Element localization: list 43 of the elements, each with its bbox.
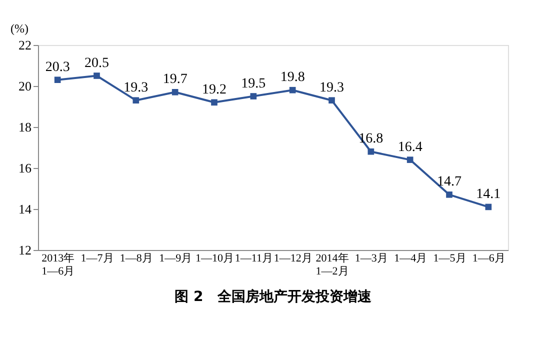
data-label: 19.3 bbox=[124, 80, 148, 96]
y-tick-label: 20 bbox=[18, 78, 32, 94]
point bbox=[211, 99, 218, 106]
x-tick-label: 1—9月 bbox=[159, 252, 192, 264]
x-tick-label: 1—10月 bbox=[196, 252, 234, 264]
x-tick-label: 1—12月 bbox=[274, 252, 312, 264]
text: 图 2 全国房地产开发投资增速 bbox=[174, 288, 372, 305]
point bbox=[328, 97, 335, 104]
x-tick-label: 1—4月 bbox=[394, 252, 428, 264]
data-label: 19.3 bbox=[320, 80, 344, 96]
x-tick-label: 1—8月 bbox=[120, 252, 153, 264]
x-tick-label: 1—6月 bbox=[472, 252, 506, 264]
x-tick-label: 1—3月 bbox=[354, 252, 388, 264]
point bbox=[250, 93, 257, 100]
point bbox=[94, 72, 100, 79]
data-label: 19.7 bbox=[162, 72, 188, 88]
point bbox=[132, 97, 140, 104]
data-label: 20.5 bbox=[84, 56, 109, 71]
y-tick-label: 18 bbox=[18, 120, 32, 134]
point bbox=[406, 156, 414, 163]
point bbox=[368, 148, 374, 155]
y-tick-label: 12 bbox=[18, 242, 32, 258]
data-label: 20.3 bbox=[45, 60, 70, 75]
x-tick-label: 2013年 1—6月 bbox=[42, 252, 75, 278]
x-tick-label: 1—7月 bbox=[80, 252, 114, 264]
data-label: 14.1 bbox=[476, 186, 501, 202]
point bbox=[172, 88, 178, 96]
point bbox=[446, 191, 452, 198]
data-label: 19.2 bbox=[202, 82, 226, 98]
data-label: 19.5 bbox=[241, 76, 266, 92]
point bbox=[54, 76, 61, 84]
data-label: 14.7 bbox=[437, 174, 462, 190]
x-tick-label: 2014年 1—2月 bbox=[316, 252, 349, 278]
y-tick-label: 16 bbox=[18, 160, 32, 176]
x-tick-label: 1—5月 bbox=[433, 252, 466, 264]
point bbox=[485, 204, 492, 210]
y-tick-label: 14 bbox=[18, 202, 32, 216]
point bbox=[289, 86, 296, 94]
data-label: 16.4 bbox=[398, 140, 422, 155]
x-tick-label: 1—11月 bbox=[234, 252, 273, 264]
data-label: 19.8 bbox=[280, 70, 305, 86]
y-axis-title: (%) bbox=[10, 22, 28, 36]
y-tick-label: 22 bbox=[18, 38, 32, 52]
